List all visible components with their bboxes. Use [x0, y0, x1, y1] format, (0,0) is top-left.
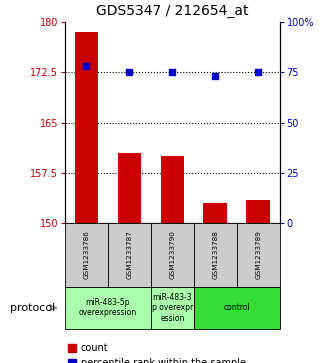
- Bar: [75, 32, 98, 223]
- Text: percentile rank within the sample: percentile rank within the sample: [81, 358, 245, 363]
- Text: GSM1233787: GSM1233787: [126, 231, 133, 280]
- Point: [170, 69, 175, 75]
- Text: miR-483-5p
overexpression: miR-483-5p overexpression: [79, 298, 137, 317]
- Text: count: count: [81, 343, 108, 354]
- Point: [84, 63, 89, 69]
- Text: GSM1233786: GSM1233786: [83, 231, 90, 280]
- Text: protocol: protocol: [10, 303, 55, 313]
- Point: [127, 69, 132, 75]
- Bar: [203, 203, 227, 223]
- Bar: [118, 153, 141, 223]
- Text: GSM1233788: GSM1233788: [212, 231, 218, 280]
- Bar: [161, 156, 184, 223]
- Text: miR-483-3
p overexpr
ession: miR-483-3 p overexpr ession: [152, 293, 193, 323]
- Text: GSM1233789: GSM1233789: [255, 231, 261, 280]
- Point: [213, 73, 218, 79]
- Text: GSM1233790: GSM1233790: [169, 231, 175, 280]
- Text: control: control: [223, 303, 250, 312]
- Title: GDS5347 / 212654_at: GDS5347 / 212654_at: [96, 4, 248, 18]
- Bar: [246, 200, 270, 223]
- Point: [256, 69, 261, 75]
